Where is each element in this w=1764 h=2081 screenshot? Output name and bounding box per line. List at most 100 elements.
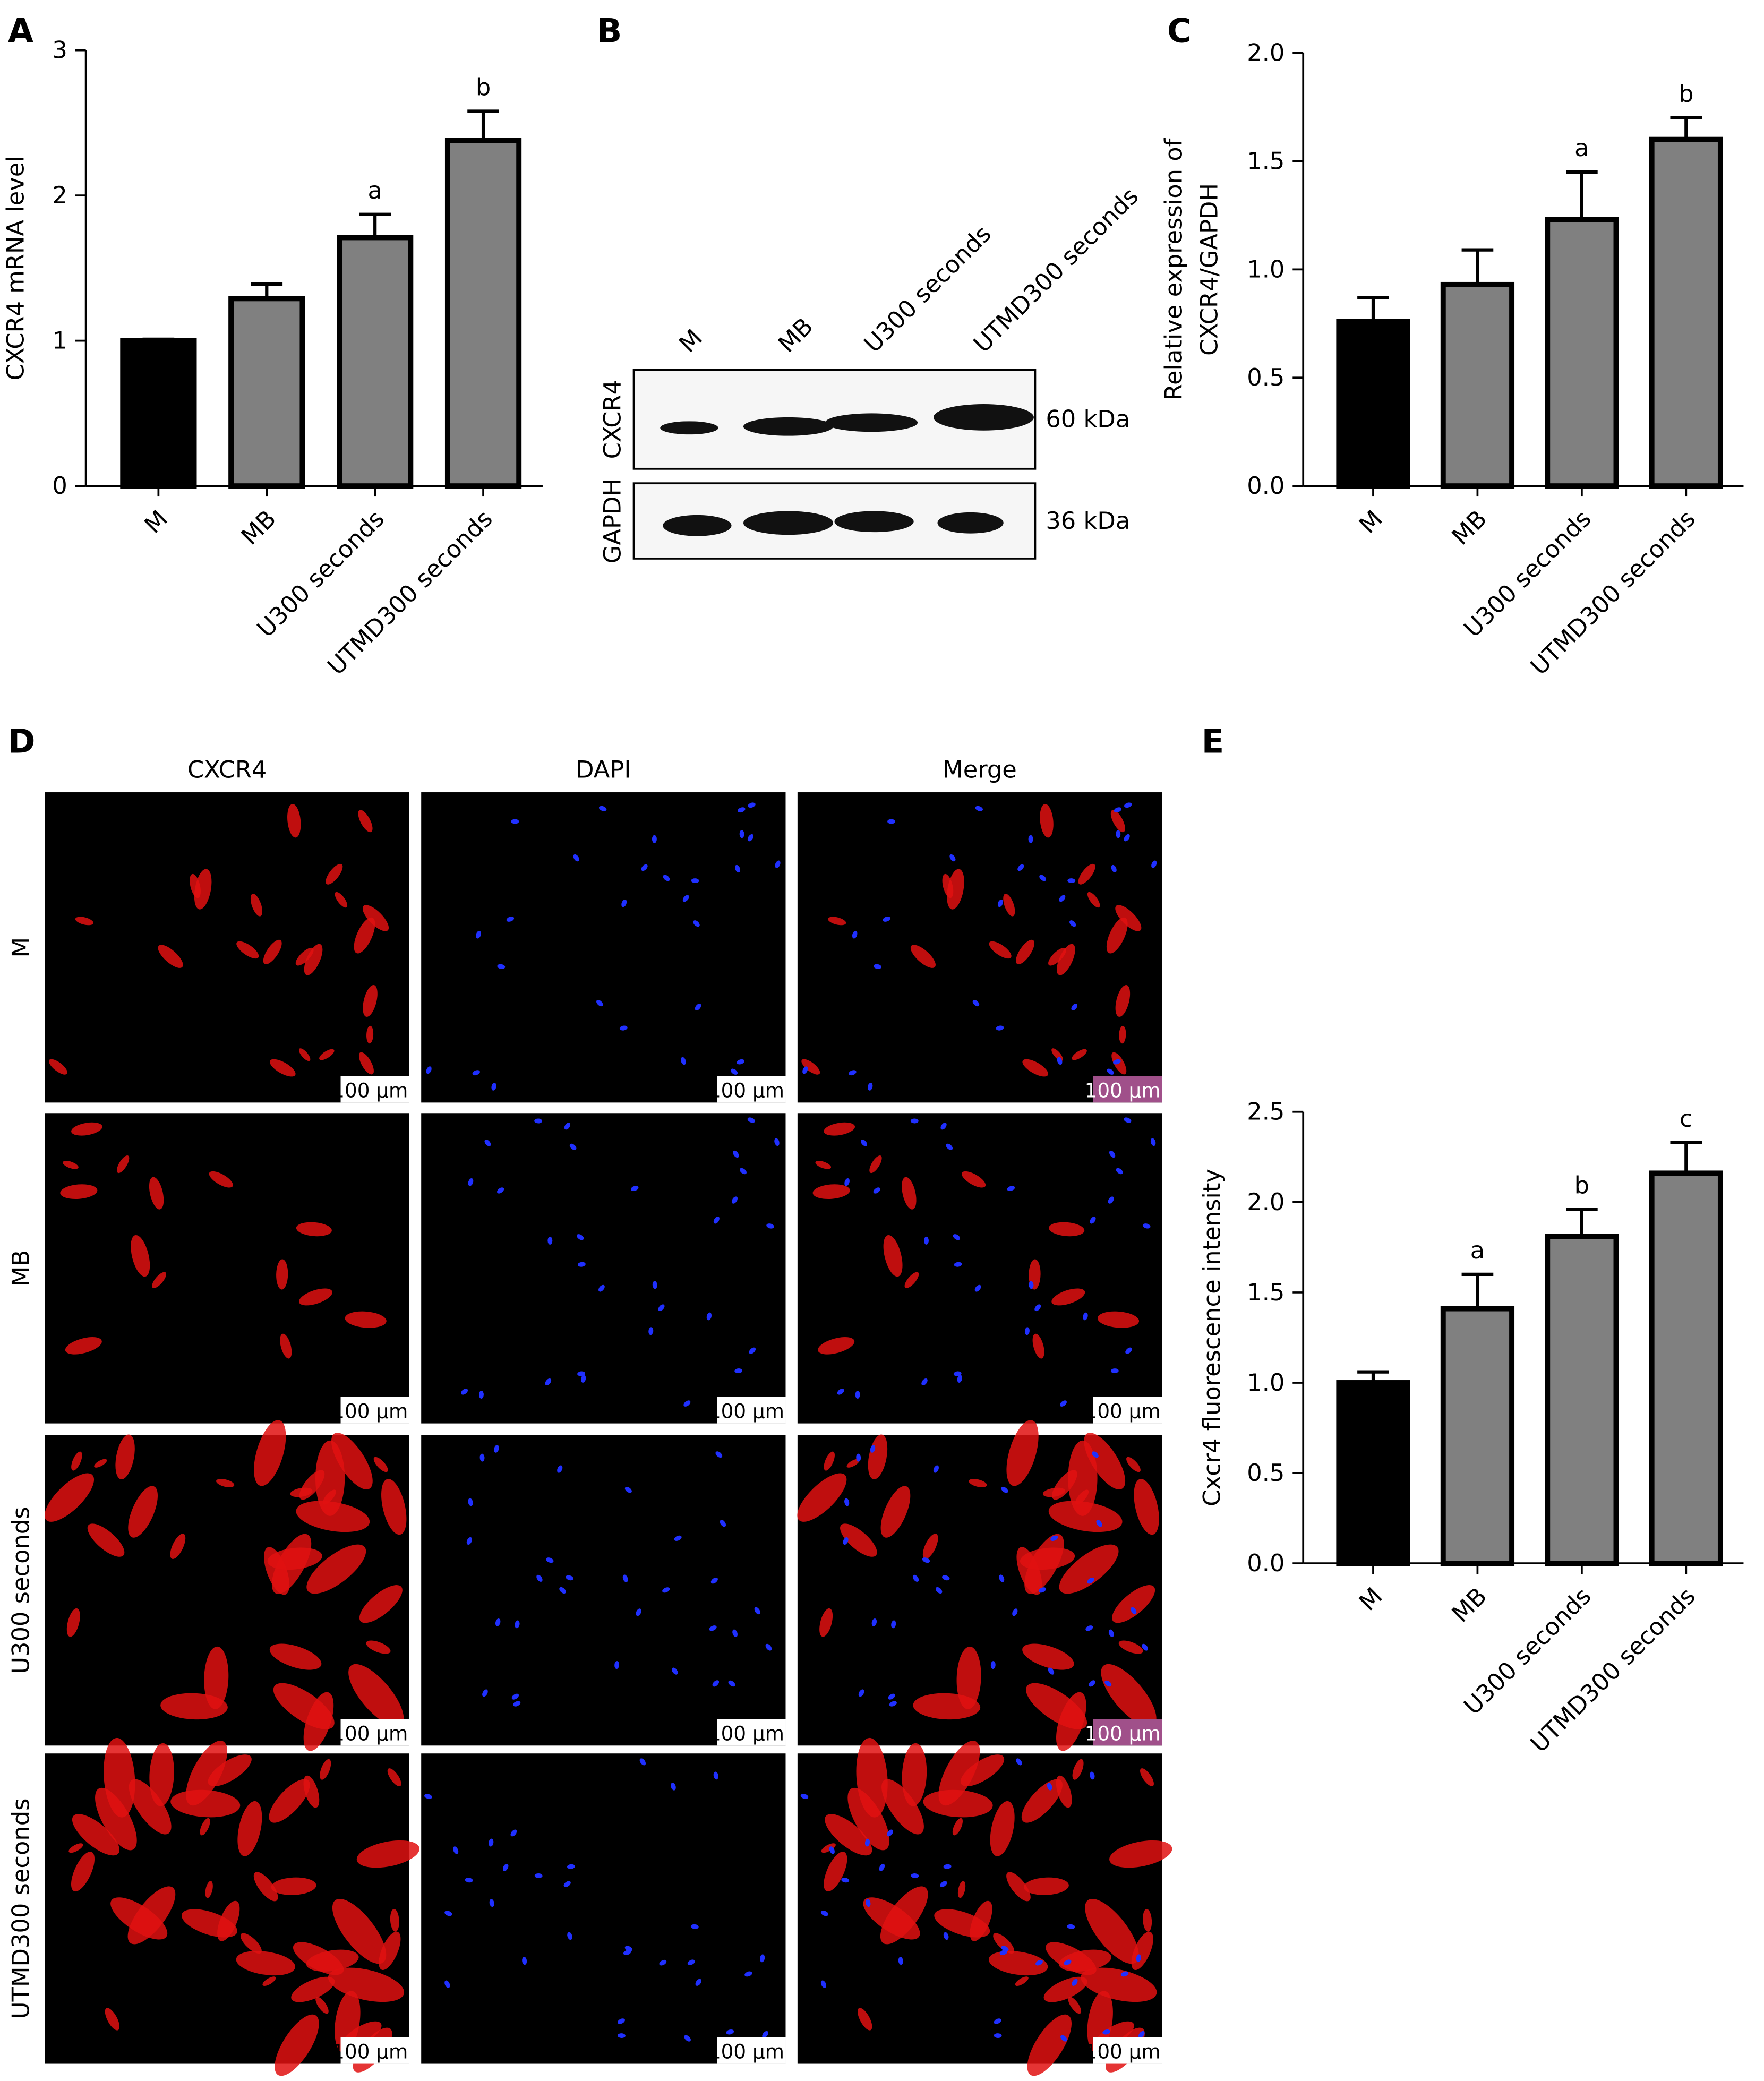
- micrograph: [45, 792, 409, 1103]
- nucleus: [760, 1954, 765, 1963]
- error-bar: [359, 212, 391, 238]
- cell: [1072, 1759, 1084, 1780]
- cell: [271, 1877, 316, 1895]
- micrograph: [421, 1113, 786, 1424]
- nucleus: [849, 1070, 857, 1076]
- nucleus: [870, 1445, 876, 1453]
- cell: [60, 1184, 98, 1200]
- cell: [295, 947, 314, 966]
- nucleus: [868, 1083, 873, 1091]
- nucleus: [972, 1000, 980, 1007]
- nucleus: [1092, 1451, 1099, 1458]
- x-tick-label: M: [1354, 504, 1388, 539]
- nucleus: [871, 1618, 877, 1626]
- cell: [160, 1693, 228, 1720]
- cell: [957, 1881, 966, 1898]
- nucleus: [1089, 1680, 1095, 1687]
- nucleus: [465, 1878, 473, 1883]
- nucleus: [866, 1899, 871, 1907]
- nucleus: [1108, 1629, 1114, 1637]
- cell: [326, 863, 343, 885]
- nucleus: [943, 1864, 952, 1869]
- molecular-weight: 60 kDa: [1046, 405, 1130, 433]
- cell: [240, 1933, 262, 1954]
- cell: [359, 1585, 403, 1623]
- nucleus: [774, 1138, 780, 1146]
- scale-bar-box: [1093, 2037, 1162, 2064]
- cell: [1057, 944, 1075, 975]
- nucleus: [515, 1620, 520, 1629]
- nucleus: [1111, 864, 1117, 873]
- nucleus: [744, 1971, 752, 1977]
- cell: [48, 1059, 67, 1075]
- cell: [71, 1852, 95, 1892]
- nucleus: [598, 1284, 605, 1292]
- nucleus: [1048, 1667, 1055, 1675]
- nucleus: [841, 1878, 850, 1883]
- nucleus: [695, 1979, 701, 1986]
- scale-bar-label: 100 µm: [332, 1078, 408, 1102]
- nucleus: [888, 1693, 895, 1700]
- nucleus: [731, 1196, 738, 1204]
- cell: [801, 1059, 820, 1075]
- nucleus: [1007, 1186, 1015, 1192]
- nucleus: [1136, 1954, 1141, 1963]
- nucleus: [497, 964, 506, 969]
- blot-band: [743, 511, 833, 535]
- cell: [366, 1640, 391, 1654]
- nucleus: [1142, 1643, 1148, 1651]
- cell: [149, 1177, 164, 1210]
- nucleus: [648, 1327, 654, 1335]
- scale-bar-label: 100 µm: [332, 1722, 408, 1745]
- nucleus: [994, 2033, 1002, 2039]
- bar: [120, 338, 197, 489]
- nucleus: [735, 864, 741, 873]
- nucleus: [691, 878, 699, 884]
- cell: [129, 1779, 172, 1835]
- bar: [1440, 281, 1515, 489]
- nucleus: [829, 1846, 835, 1854]
- cell: [840, 1523, 877, 1557]
- nucleus: [728, 1680, 735, 1687]
- micrograph: [45, 1113, 409, 1424]
- scale-bar-box: [1093, 1076, 1162, 1103]
- bar: [1336, 1380, 1410, 1566]
- nucleus: [621, 899, 627, 907]
- blot-row-label: GAPDH: [598, 478, 627, 563]
- nucleus: [997, 899, 1003, 907]
- nucleus: [559, 1587, 566, 1594]
- nucleus: [491, 1083, 496, 1091]
- nucleus: [747, 1117, 755, 1123]
- micrograph: [421, 1753, 786, 2064]
- nucleus: [682, 895, 689, 902]
- error-bar: [1461, 1272, 1494, 1309]
- cell: [269, 1779, 310, 1823]
- error-bar: [1461, 248, 1494, 285]
- cell: [200, 1818, 210, 1836]
- y-tick-label: 0.0: [1247, 1549, 1285, 1577]
- y-tick-label: 2.0: [1247, 38, 1285, 66]
- cell: [194, 869, 212, 910]
- cell: [293, 1942, 344, 1975]
- significance-label: a: [1470, 1236, 1485, 1264]
- cell: [328, 1967, 405, 2002]
- cell: [63, 1161, 79, 1169]
- cell: [969, 1479, 987, 1487]
- nucleus: [444, 1980, 450, 1988]
- nucleus: [681, 1057, 686, 1065]
- cell: [275, 2014, 319, 2076]
- cell: [319, 1049, 335, 1060]
- cell: [190, 873, 201, 898]
- cell: [1016, 1547, 1042, 1595]
- nucleus: [762, 2031, 768, 2038]
- cell: [934, 1909, 990, 1938]
- nucleus: [690, 1924, 699, 1929]
- nucleus: [1110, 1368, 1119, 1374]
- nucleus: [511, 1693, 519, 1700]
- nucleus: [1151, 860, 1157, 868]
- row-label: M: [7, 937, 35, 958]
- nucleus: [1083, 1312, 1088, 1321]
- cell: [869, 1155, 882, 1174]
- nucleus: [726, 2029, 734, 2035]
- nucleus: [444, 1911, 452, 1916]
